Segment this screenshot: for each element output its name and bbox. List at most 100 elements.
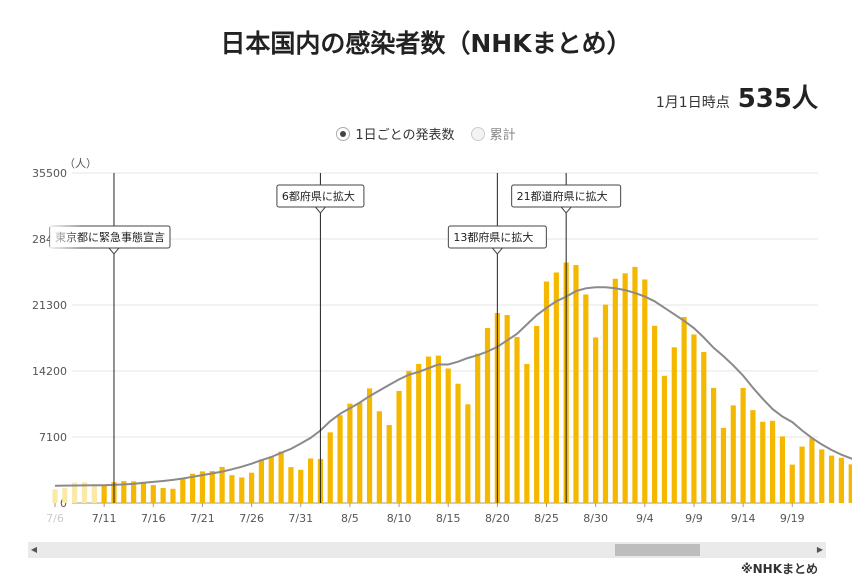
bar[interactable]	[819, 449, 825, 503]
bar[interactable]	[632, 266, 638, 503]
event-callout[interactable]: 21都道府県に拡大	[511, 184, 622, 208]
bar[interactable]	[298, 469, 304, 503]
bar[interactable]	[347, 403, 353, 503]
y-unit-label: （人）	[64, 157, 97, 170]
bar[interactable]	[258, 459, 265, 503]
bar[interactable]	[671, 347, 677, 503]
bar[interactable]	[337, 415, 343, 503]
bar[interactable]	[504, 315, 510, 503]
bar[interactable]	[376, 411, 382, 503]
bar[interactable]	[730, 405, 736, 503]
bar[interactable]	[573, 265, 579, 503]
bar[interactable]	[416, 363, 422, 503]
bar[interactable]	[131, 481, 137, 503]
bar[interactable]	[543, 281, 550, 503]
bar[interactable]	[445, 368, 451, 503]
bar[interactable]	[711, 387, 717, 503]
bar[interactable]	[661, 375, 668, 503]
bar-faded[interactable]	[81, 482, 88, 503]
bar[interactable]	[760, 421, 766, 503]
bar[interactable]	[425, 356, 432, 503]
bar[interactable]	[769, 420, 776, 503]
bar[interactable]	[828, 455, 835, 503]
bar[interactable]	[691, 334, 697, 503]
bar[interactable]	[160, 488, 166, 503]
bar[interactable]	[583, 294, 589, 503]
bar[interactable]	[101, 485, 107, 503]
bar-faded[interactable]	[62, 487, 68, 503]
bar[interactable]	[553, 272, 559, 503]
bar[interactable]	[593, 337, 599, 503]
bar[interactable]	[779, 436, 786, 503]
bar[interactable]	[465, 404, 471, 503]
bar-faded[interactable]	[91, 484, 97, 503]
bar-faded[interactable]	[72, 482, 78, 503]
x-tick-label: 7/31	[288, 512, 313, 525]
bar[interactable]	[475, 353, 481, 503]
bar[interactable]	[229, 475, 235, 503]
event-callout[interactable]: 13都府県に拡大	[447, 225, 547, 249]
scroll-left-icon[interactable]: ◀	[30, 545, 38, 554]
callout-fade-overlay	[50, 224, 82, 250]
bar[interactable]	[239, 477, 245, 503]
bar[interactable]	[249, 472, 255, 503]
bar[interactable]	[848, 464, 852, 503]
x-tick-label: 7/21	[190, 512, 215, 525]
bar[interactable]	[288, 467, 294, 503]
bar[interactable]	[307, 458, 314, 503]
bar[interactable]	[514, 337, 520, 503]
bar[interactable]	[534, 326, 540, 503]
bar[interactable]	[524, 363, 530, 503]
bar[interactable]	[121, 481, 127, 503]
scroll-thumb[interactable]	[615, 544, 700, 556]
x-tick-label: 8/5	[341, 512, 359, 525]
y-tick-label: 35500	[32, 167, 67, 180]
bar[interactable]	[366, 388, 373, 503]
bar[interactable]	[357, 402, 363, 503]
x-tick-label: 9/9	[685, 512, 703, 525]
event-callout-pointer	[560, 206, 573, 214]
bar[interactable]	[701, 351, 707, 503]
horizontal-scrollbar[interactable]: ◀ ▶	[28, 542, 826, 558]
bar[interactable]	[406, 370, 412, 503]
scroll-right-icon[interactable]: ▶	[816, 545, 824, 554]
bar[interactable]	[602, 304, 609, 503]
bar[interactable]	[150, 485, 156, 503]
bar[interactable]	[170, 488, 176, 503]
bar[interactable]	[278, 451, 284, 503]
radio-checked-icon[interactable]	[336, 126, 351, 141]
radio-unchecked-icon[interactable]	[470, 126, 485, 141]
bar[interactable]	[652, 325, 658, 503]
event-callout[interactable]: 6都府県に拡大	[276, 184, 365, 208]
bar[interactable]	[190, 473, 196, 503]
bar[interactable]	[642, 279, 648, 503]
bar[interactable]	[838, 457, 844, 503]
mode-daily-option[interactable]: 1日ごとの発表数	[336, 124, 455, 143]
bar-faded[interactable]	[52, 489, 58, 503]
bar[interactable]	[484, 327, 491, 503]
bar[interactable]	[809, 438, 815, 503]
mode-cumulative-option[interactable]: 累計	[470, 124, 516, 143]
bar[interactable]	[268, 457, 274, 503]
bar[interactable]	[396, 390, 402, 503]
bar[interactable]	[681, 316, 687, 503]
bar[interactable]	[612, 278, 618, 503]
bar[interactable]	[740, 387, 746, 503]
bar[interactable]	[799, 446, 805, 503]
bar[interactable]	[750, 410, 756, 503]
bar[interactable]	[622, 273, 628, 503]
bar[interactable]	[720, 427, 727, 503]
bar[interactable]	[140, 482, 147, 503]
event-callout-label: 6都府県に拡大	[282, 189, 355, 203]
bar[interactable]	[327, 432, 333, 503]
bar[interactable]	[386, 425, 392, 503]
bar[interactable]	[219, 466, 225, 503]
y-tick-label: 0	[60, 497, 67, 510]
event-callout-label: 21都道府県に拡大	[517, 189, 608, 203]
bar[interactable]	[180, 478, 186, 503]
bar[interactable]	[789, 464, 795, 503]
bar[interactable]	[199, 471, 206, 503]
bar[interactable]	[435, 355, 441, 503]
bar[interactable]	[455, 383, 461, 503]
bar[interactable]	[209, 471, 215, 503]
